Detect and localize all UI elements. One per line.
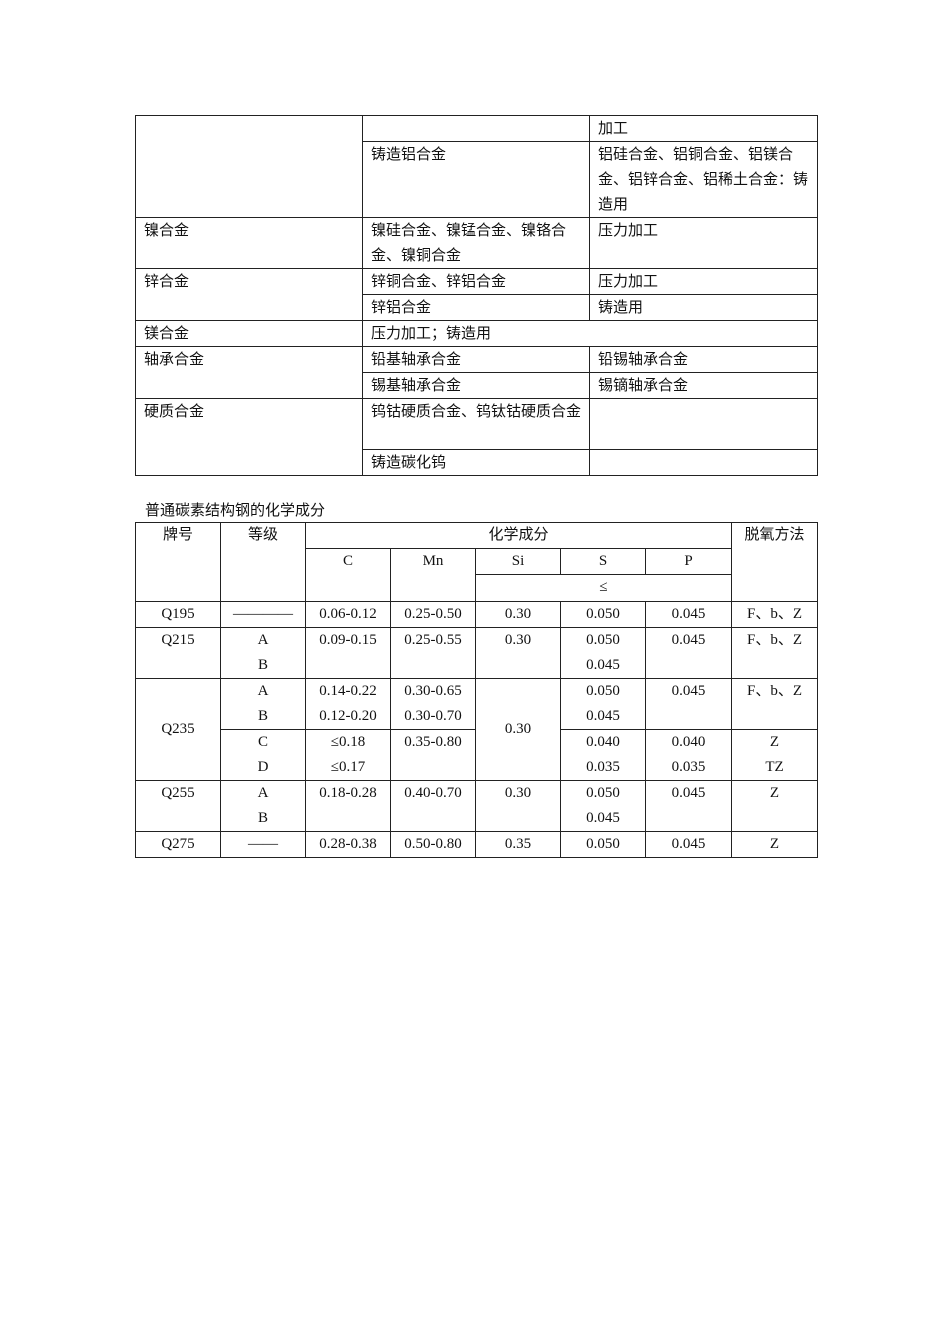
cell-c: 0.06-0.12 (305, 601, 391, 628)
cell: 压力加工 (589, 217, 818, 269)
cell-c: 0.18-0.28 (305, 780, 391, 832)
header-si: Si (475, 548, 561, 575)
header-le: ≤ (475, 574, 732, 602)
cell: 压力加工 (589, 268, 818, 295)
cell-deox: F、b、Z (731, 601, 818, 628)
cell-s: 0.050 0.045 (560, 780, 646, 832)
cell: 铸造铝合金 (362, 141, 590, 218)
header-c: C (305, 548, 391, 602)
cell (589, 398, 818, 450)
cell: 锡镝轴承合金 (589, 372, 818, 399)
cell-s: 0.050 0.045 (560, 678, 646, 730)
cell: 锌铜合金、锌铝合金 (362, 268, 590, 295)
cell-mn: 0.25-0.50 (390, 601, 476, 628)
cell-p: 0.045 (645, 780, 732, 832)
cell (589, 449, 818, 476)
header-s: S (560, 548, 646, 575)
alloy-table: 加工 铸造铝合金 铝硅合金、铝铜合金、铝镁合金、铝锌合金、铝稀土合金：铸造用 镍合… (135, 115, 818, 476)
cell-level: ———— (220, 601, 306, 628)
table-caption: 普通碳素结构钢的化学成分 (145, 501, 326, 519)
steel-composition-table: 牌号 等级 化学成分 脱氧方法 C Mn Si S P ≤ Q195 ———— … (135, 522, 818, 858)
cell-mn: 0.40-0.70 (390, 780, 476, 832)
cell-mn: 0.50-0.80 (390, 831, 476, 858)
cell-c: 0.28-0.38 (305, 831, 391, 858)
cell-s: 0.040 0.035 (560, 729, 646, 781)
cell: 镍硅合金、镍锰合金、镍铬合金、镍铜合金 (362, 217, 590, 269)
cell-no: Q215 (135, 627, 221, 679)
table-row: C D ≤0.18 ≤0.17 0.35-0.80 0.040 0.035 0.… (136, 729, 818, 781)
cell-p: 0.045 (645, 678, 732, 730)
header-chem: 化学成分 (305, 522, 732, 549)
header-deox: 脱氧方法 (731, 522, 818, 602)
cell: 镍合金 (135, 217, 363, 269)
cell (135, 115, 363, 218)
cell: 压力加工；铸造用 (362, 320, 818, 347)
cell: 铸造碳化钨 (362, 449, 590, 476)
cell: 锌合金 (135, 268, 363, 321)
table-row: Q255 A B 0.18-0.28 0.40-0.70 0.30 0.050 … (135, 780, 818, 832)
cell-no: Q275 (135, 831, 221, 858)
cell-s: 0.050 (560, 601, 646, 628)
cell: 轴承合金 (135, 346, 363, 399)
cell: 铅锡轴承合金 (589, 346, 818, 373)
cell-no: Q195 (135, 601, 221, 628)
cell: 铝硅合金、铝铜合金、铝镁合金、铝锌合金、铝稀土合金：铸造用 (589, 141, 818, 218)
cell: 镁合金 (135, 320, 363, 347)
header-p: P (645, 548, 732, 575)
cell: 硬质合金 (135, 398, 363, 476)
cell: 锌铝合金 (362, 294, 590, 321)
cell-deox: F、b、Z (731, 627, 818, 679)
cell-mn: 0.30-0.65 0.30-0.70 (390, 678, 476, 730)
cell-deox: Z (731, 780, 818, 832)
cell-level: C D (220, 729, 306, 781)
cell: 铸造用 (589, 294, 818, 321)
cell-c: 0.14-0.22 0.12-0.20 (305, 678, 391, 730)
cell-mn: 0.25-0.55 (390, 627, 476, 679)
cell-level: A B (220, 780, 306, 832)
table-row: Q195 ———— 0.06-0.12 0.25-0.50 0.30 0.050… (135, 601, 818, 628)
cell-s: 0.050 (560, 831, 646, 858)
cell: 钨钴硬质合金、钨钛钴硬质合金 (362, 398, 590, 450)
cell-c: ≤0.18 ≤0.17 (305, 729, 391, 781)
table-row: Q235 A B 0.14-0.22 0.12-0.20 0.30-0.65 0… (135, 678, 818, 781)
cell-level: A B (220, 678, 306, 730)
cell-si: 0.30 (475, 627, 561, 679)
cell-si: 0.30 (475, 601, 561, 628)
cell-deox: Z (731, 831, 818, 858)
header-level: 等级 (220, 522, 306, 602)
cell-si: 0.35 (475, 831, 561, 858)
cell-si: 0.30 (475, 678, 561, 781)
cell (362, 115, 590, 142)
cell-p: 0.040 0.035 (645, 729, 732, 781)
header-grade-no: 牌号 (135, 522, 221, 602)
cell-s: 0.050 0.045 (560, 627, 646, 679)
cell-level: —— (220, 831, 306, 858)
cell-p: 0.045 (645, 627, 732, 679)
cell-p: 0.045 (645, 831, 732, 858)
table-row: Q215 A B 0.09-0.15 0.25-0.55 0.30 0.050 … (135, 627, 818, 679)
cell-deox: F、b、Z (731, 678, 818, 730)
cell-c: 0.09-0.15 (305, 627, 391, 679)
header-mn: Mn (390, 548, 476, 602)
cell-si: 0.30 (475, 780, 561, 832)
cell: 锡基轴承合金 (362, 372, 590, 399)
cell-p: 0.045 (645, 601, 732, 628)
cell: 加工 (589, 115, 818, 142)
table-row: Q275 —— 0.28-0.38 0.50-0.80 0.35 0.050 0… (135, 831, 818, 858)
cell-mn: 0.35-0.80 (390, 729, 476, 781)
cell-no: Q235 (135, 678, 221, 781)
cell-deox: Z TZ (731, 729, 818, 781)
cell-no: Q255 (135, 780, 221, 832)
cell: 铅基轴承合金 (362, 346, 590, 373)
cell-level: A B (220, 627, 306, 679)
